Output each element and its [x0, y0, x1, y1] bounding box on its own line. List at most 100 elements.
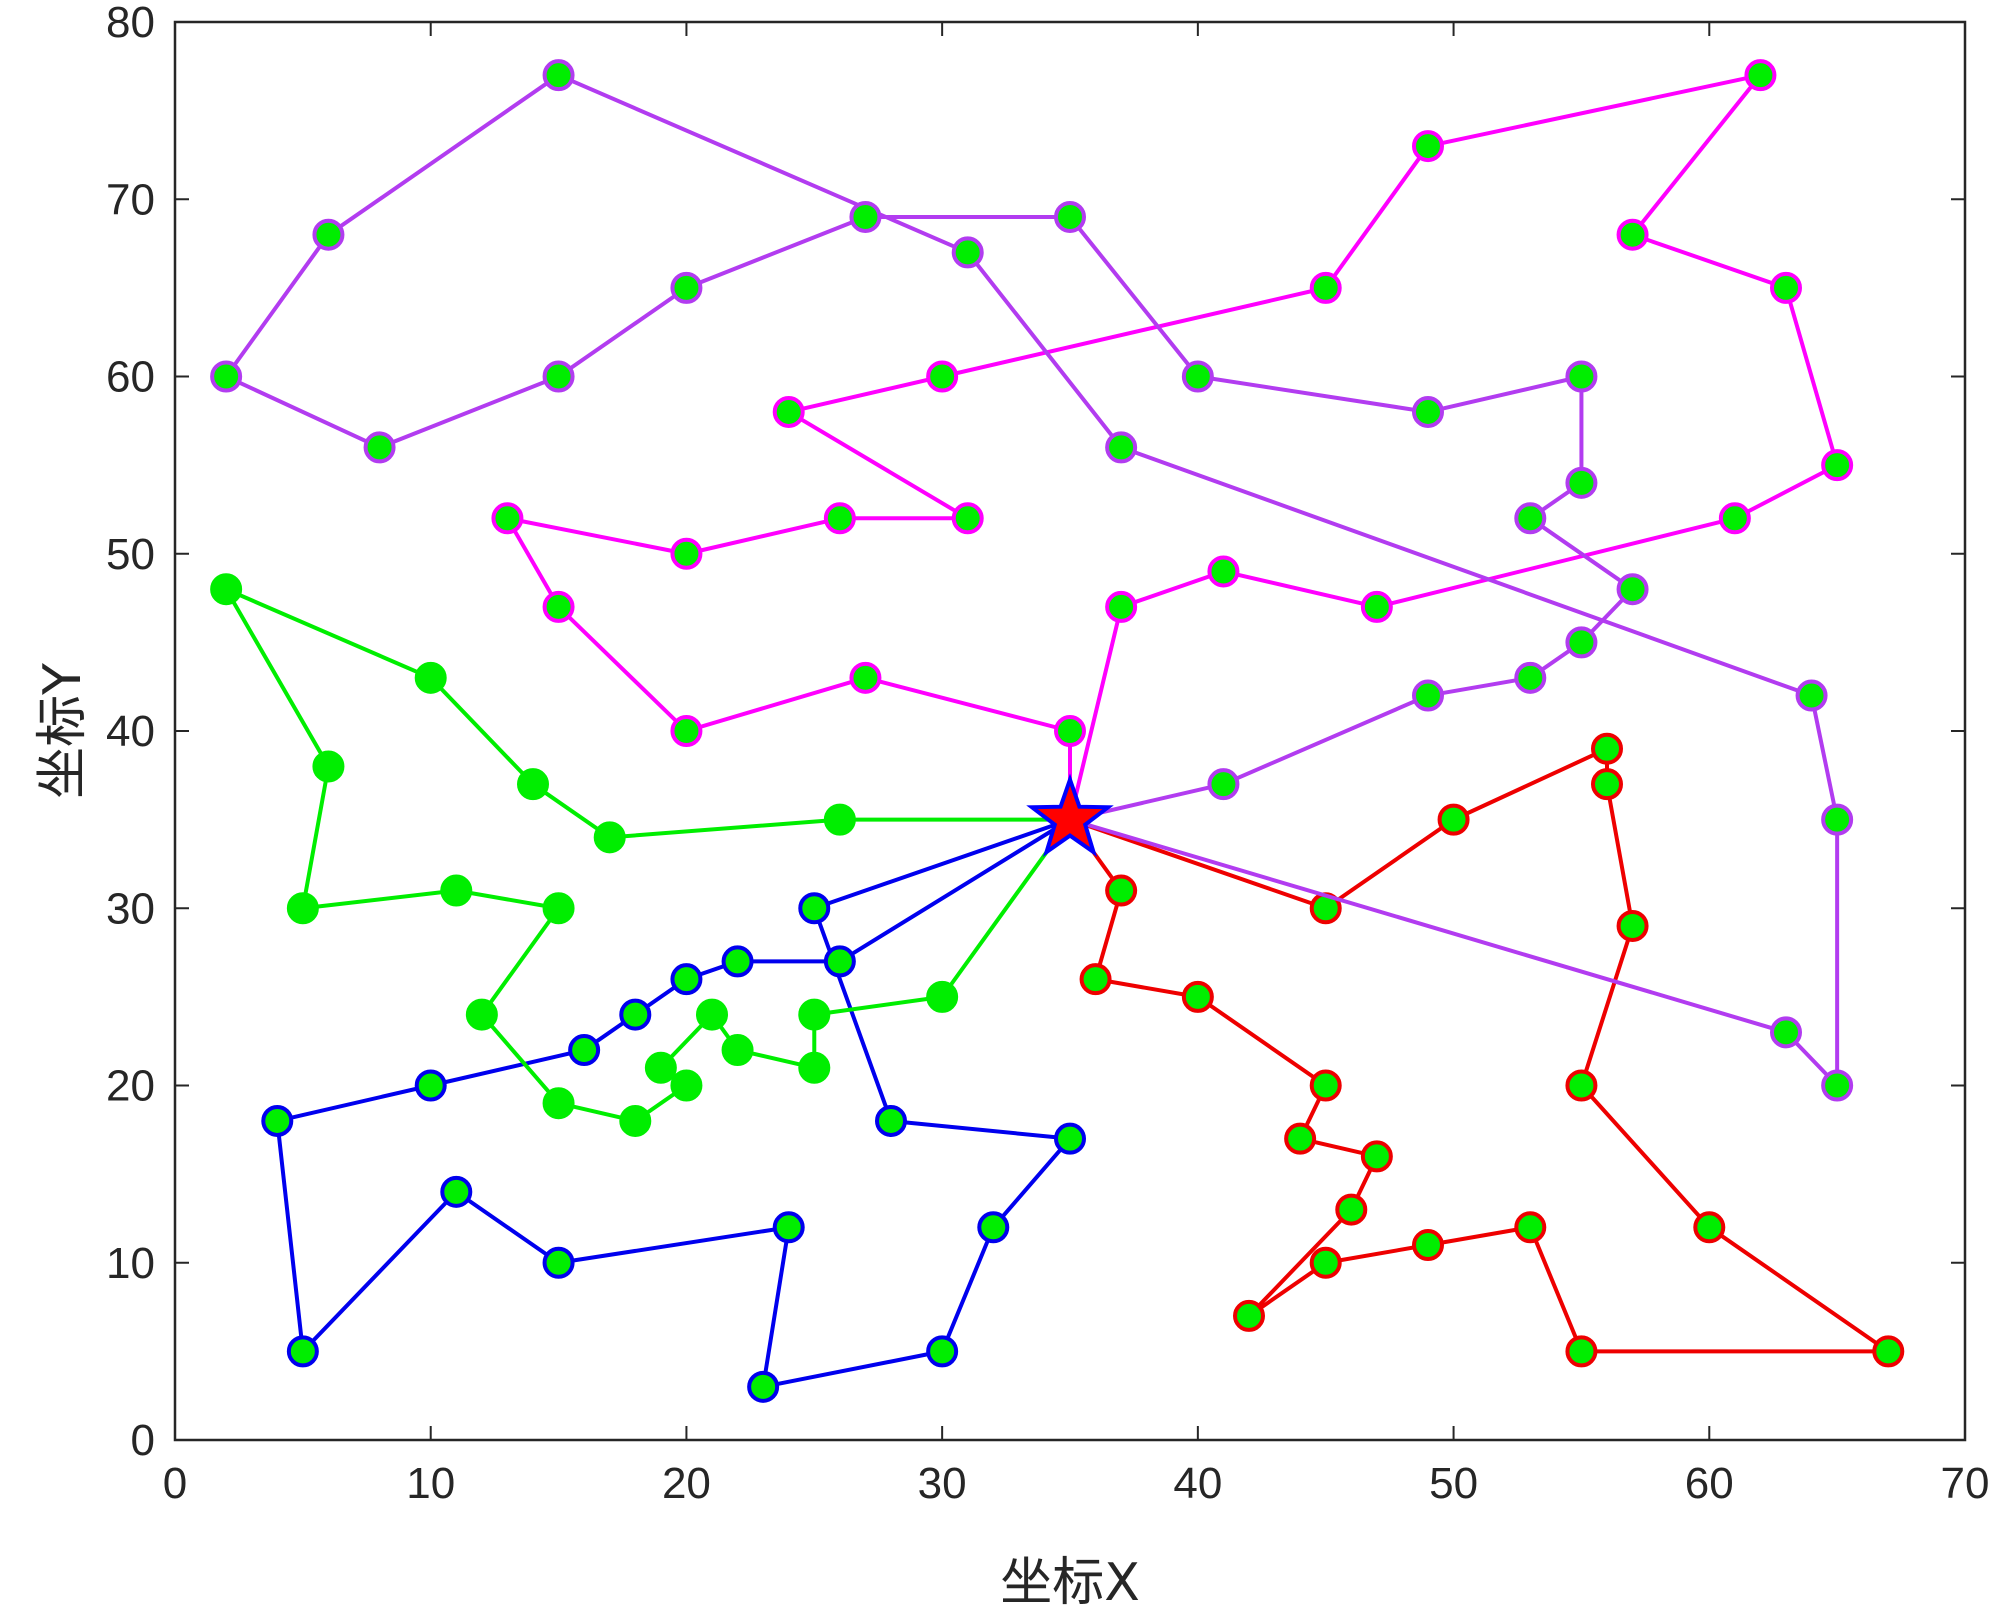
- route-point: [772, 395, 805, 428]
- route-point: [1207, 555, 1240, 588]
- route-point: [542, 1087, 575, 1120]
- route-point: [1616, 573, 1649, 606]
- route-point: [1591, 732, 1623, 765]
- route-point: [542, 590, 575, 623]
- depot-layer: [1026, 773, 1114, 857]
- x-tick-label: 0: [163, 1459, 187, 1508]
- route-point: [670, 1069, 703, 1102]
- route-point: [951, 502, 984, 535]
- route-point: [670, 963, 703, 996]
- route-point: [721, 1034, 754, 1067]
- y-tick-label: 50: [106, 530, 155, 579]
- route-point: [1821, 449, 1854, 482]
- route-point: [926, 1335, 959, 1368]
- route-point: [1309, 1246, 1342, 1279]
- route-point: [849, 200, 882, 233]
- y-tick-label: 0: [131, 1416, 155, 1465]
- x-tick-label: 40: [1173, 1459, 1222, 1508]
- series-layer: [210, 59, 1905, 1403]
- route-point: [1284, 1122, 1317, 1155]
- y-tick-label: 60: [106, 353, 155, 402]
- route-point: [414, 1069, 447, 1102]
- route-point: [823, 502, 856, 535]
- route-point: [772, 1211, 805, 1244]
- x-tick-label: 70: [1941, 1459, 1990, 1508]
- route-point: [1309, 1069, 1342, 1102]
- route-point: [593, 821, 626, 854]
- route-point: [465, 998, 498, 1031]
- route-point: [1233, 1299, 1265, 1332]
- route-point: [747, 1370, 780, 1403]
- route-point: [1616, 909, 1649, 942]
- route-point: [619, 998, 652, 1031]
- route-series-5: [210, 59, 1854, 1102]
- axis-ticks: 0 10 20 30 40 50 60 70 0 10 20 30 40 50 60 70 80: [106, 0, 1989, 1508]
- route-point: [875, 1104, 907, 1137]
- x-axis-title: 坐标X: [1000, 1553, 1140, 1613]
- route-point: [977, 1211, 1010, 1244]
- route-point: [1054, 715, 1086, 747]
- route-point: [491, 502, 524, 535]
- route-point: [1412, 1229, 1444, 1262]
- route-point: [1437, 803, 1470, 836]
- route-point: [1181, 980, 1214, 1013]
- route-line: [1068, 746, 1891, 1354]
- route-point: [1770, 1016, 1802, 1049]
- route-point: [926, 360, 959, 393]
- route-point: [1105, 431, 1138, 464]
- route-point: [568, 1034, 601, 1067]
- route-series-2: [210, 573, 1072, 1137]
- route-point: [1207, 768, 1240, 801]
- route-point: [1693, 1211, 1726, 1244]
- route-point: [1616, 218, 1649, 251]
- x-tick-label: 60: [1685, 1459, 1734, 1508]
- route-point: [1821, 803, 1854, 836]
- route-point: [542, 360, 575, 393]
- route-point: [542, 1246, 575, 1279]
- route-point: [1565, 466, 1598, 499]
- route-point: [1565, 1069, 1598, 1102]
- route-point: [696, 998, 728, 1031]
- route-point: [670, 271, 703, 304]
- route-point: [542, 892, 575, 925]
- route-point: [823, 945, 856, 978]
- route-point: [1770, 271, 1802, 304]
- route-point: [1565, 626, 1598, 659]
- route-point: [1514, 1211, 1547, 1244]
- route-point: [951, 236, 984, 269]
- y-axis-title: 坐标Y: [33, 663, 93, 799]
- route-point: [619, 1104, 652, 1137]
- route-point: [1872, 1335, 1905, 1368]
- route-point: [670, 715, 703, 747]
- route-point: [1412, 130, 1444, 163]
- route-point: [1335, 1193, 1368, 1226]
- route-point: [312, 750, 345, 783]
- route-point: [1360, 590, 1393, 623]
- route-point: [440, 874, 473, 907]
- route-point: [542, 59, 575, 92]
- route-series-3: [1068, 732, 1905, 1368]
- route-point: [644, 1051, 677, 1084]
- route-point: [1079, 963, 1112, 996]
- route-point: [210, 573, 243, 606]
- route-point: [670, 537, 703, 570]
- x-tick-label: 30: [918, 1459, 967, 1508]
- route-point: [312, 218, 345, 251]
- y-tick-label: 20: [106, 1062, 155, 1111]
- route-line: [505, 73, 1840, 821]
- y-tick-label: 10: [106, 1239, 155, 1288]
- x-tick-label: 20: [662, 1459, 711, 1508]
- route-point: [1412, 395, 1444, 428]
- route-series-4: [491, 59, 1854, 821]
- route-point: [926, 980, 959, 1013]
- y-tick-label: 80: [106, 0, 155, 47]
- y-tick-label: 40: [106, 707, 155, 756]
- route-point: [1591, 768, 1623, 801]
- route-point: [823, 803, 856, 836]
- y-tick-label: 70: [106, 175, 155, 224]
- route-point: [1054, 1122, 1086, 1155]
- route-point: [517, 768, 549, 801]
- route-point: [414, 661, 447, 694]
- route-point: [1105, 590, 1138, 623]
